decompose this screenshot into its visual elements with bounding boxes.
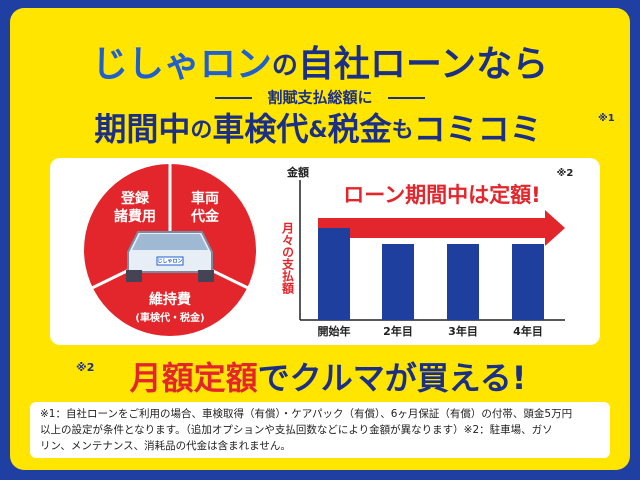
plate: じしゃロン [157, 259, 182, 265]
bar [512, 244, 544, 320]
bar [447, 244, 479, 320]
t: の [190, 118, 212, 143]
headline-text: 自社ローンなら [298, 44, 548, 85]
x-label: 2年目 [383, 324, 413, 338]
pie-label: 諸費用 [114, 208, 156, 225]
bar [318, 228, 350, 320]
pie-label: 代金 [190, 208, 220, 225]
footnote: ※1：自社ローンをご利用の場合、車検取得（有償）・ケアパック（有償）、6ヶ月保証… [40, 407, 572, 420]
pie-label: (車検代・税金) [135, 311, 204, 324]
t: 車検代 [212, 110, 308, 148]
headline-2: 期間中の車検代&税金もコミコミ [94, 110, 541, 148]
footnote-box [30, 402, 610, 458]
x-label: 開始年 [318, 324, 351, 338]
slogan-red: 月額定額 [130, 359, 258, 397]
bar [382, 244, 414, 320]
t: も [392, 118, 414, 143]
pie-label: 登録 [120, 190, 150, 207]
y-label: 金額 [286, 165, 309, 179]
note: ※2 [76, 361, 94, 374]
t: コミコミ [414, 110, 542, 148]
note: ※1 [598, 112, 615, 124]
particle: の [272, 51, 298, 81]
brand: じしゃロン [92, 44, 272, 85]
t: 期間中 [94, 110, 190, 148]
x-label: 4年目 [513, 324, 543, 338]
subheadline: 割賦支払総額に [267, 89, 372, 107]
t: 税金 [328, 110, 393, 148]
slogan: 月額定額でクルマが買える! [130, 359, 527, 397]
banner: ローン期間中は定額! [343, 183, 541, 207]
slogan-blue: でクルマが買える! [258, 359, 527, 397]
arrow [318, 210, 565, 246]
pie-label: 車両 [191, 190, 219, 207]
footnote: リン、メンテナンス、消耗品の代金は含まれません。 [40, 439, 291, 452]
car [126, 231, 214, 282]
y-axis-text: 月々の支払額 [281, 222, 295, 295]
headline: じしゃロンの自社ローンなら [92, 44, 548, 85]
note: ※2 [557, 167, 574, 179]
x-label: 3年目 [448, 324, 478, 338]
t: & [308, 118, 327, 143]
pie-label: 維持費 [149, 291, 191, 308]
footnote: 以上の設定が条件となります。（追加オプションや支払回数などにより金額が異なります… [40, 423, 553, 436]
